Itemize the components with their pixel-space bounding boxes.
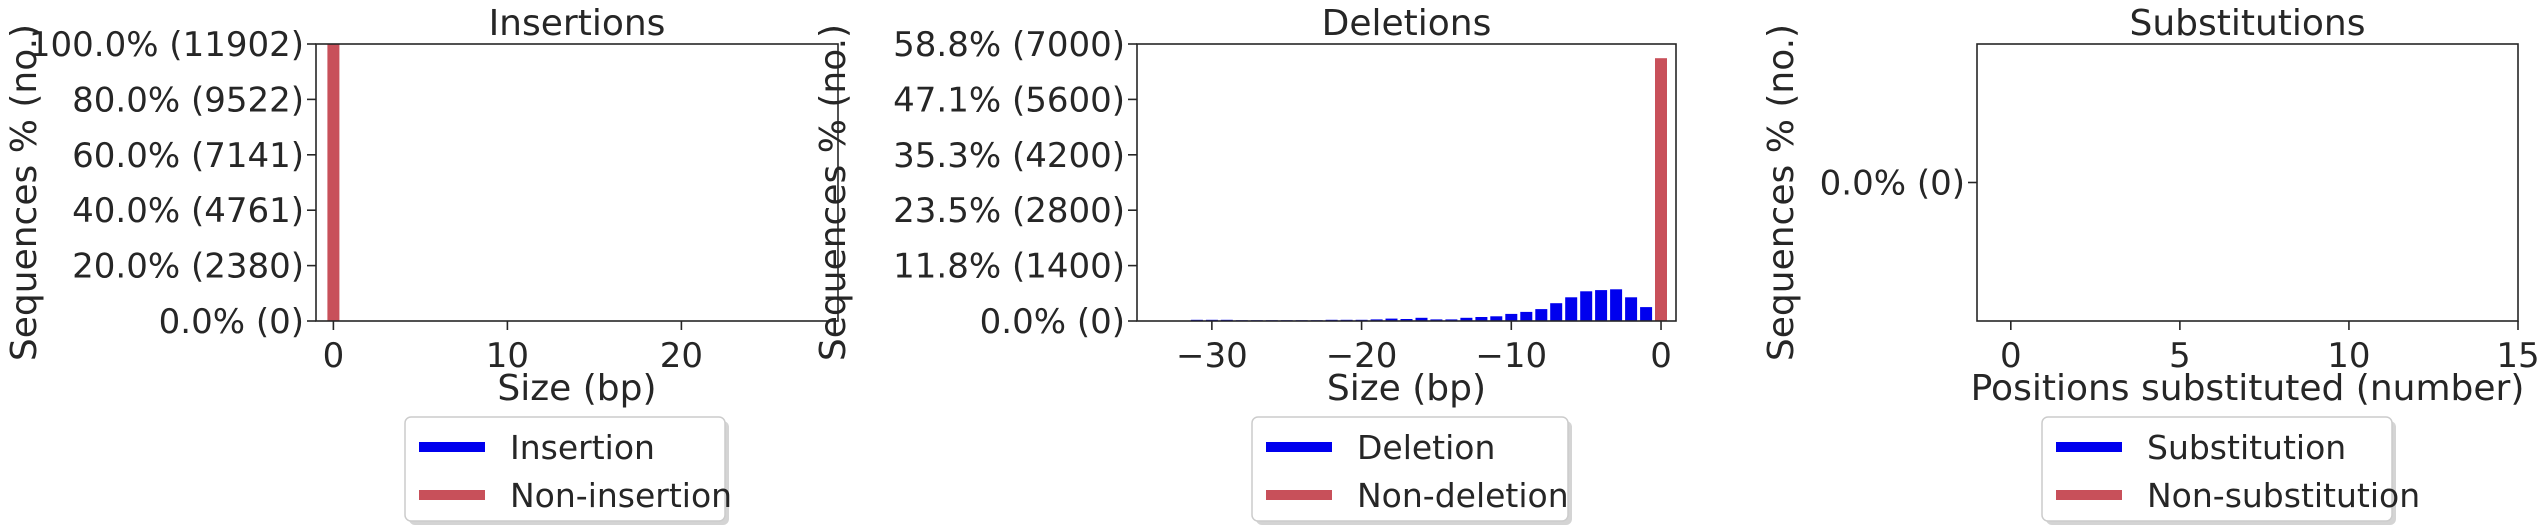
modified-bar (1640, 307, 1653, 321)
y-tick-label: 60.0% (7141) (72, 136, 304, 176)
x-tick-label: 15 (2496, 336, 2539, 376)
unmodified-bar (327, 44, 340, 321)
y-tick-label: 100.0% (11902) (29, 25, 304, 65)
y-tick-label: 58.8% (7000) (893, 25, 1125, 65)
x-tick-label: 10 (486, 336, 529, 376)
modified-bar (1520, 311, 1533, 321)
x-tick-label: −30 (1176, 336, 1248, 376)
modified-bar (1580, 291, 1593, 321)
legend-label: Non-substitution (2147, 476, 2420, 515)
y-tick-label: 0.0% (0) (159, 302, 304, 342)
chart-title: Insertions (489, 3, 666, 44)
y-tick-label: 0.0% (0) (980, 302, 1125, 342)
modified-bar (1610, 289, 1623, 321)
modified-bar (1385, 318, 1398, 321)
legend-label: Deletion (1357, 428, 1495, 467)
y-tick-label: 20.0% (2380) (72, 247, 304, 287)
y-tick-label: 0.0% (0) (1820, 164, 1965, 204)
chart-title: Substitutions (2129, 3, 2365, 44)
y-tick-label: 11.8% (1400) (893, 247, 1125, 287)
y-axis-label: Sequences % (no.) (4, 24, 45, 361)
modified-bar (1595, 290, 1608, 321)
x-axis-label: Size (bp) (497, 368, 656, 409)
y-tick-label: 23.5% (2800) (893, 191, 1125, 231)
modified-bar (1475, 317, 1488, 321)
y-tick-label: 47.1% (5600) (893, 80, 1125, 120)
x-tick-label: 0 (2000, 336, 2022, 376)
x-tick-label: 0 (1650, 336, 1672, 376)
x-tick-label: −20 (1326, 336, 1398, 376)
y-tick-label: 80.0% (9522) (72, 80, 304, 120)
y-tick-label: 40.0% (4761) (72, 191, 304, 231)
x-axis-label: Size (bp) (1327, 368, 1486, 409)
plot-frame (315, 43, 839, 322)
x-tick-label: 5 (2169, 336, 2191, 376)
modified-bar (1460, 317, 1473, 321)
x-tick-label: 0 (323, 336, 345, 376)
modified-bar (1415, 317, 1428, 321)
legend-label: Substitution (2147, 428, 2346, 467)
modified-bar (1550, 303, 1563, 321)
modified-bar (1535, 309, 1548, 321)
modified-bar (1625, 297, 1638, 321)
x-tick-label: 20 (660, 336, 703, 376)
x-tick-label: 10 (2327, 336, 2370, 376)
plot-frame (1136, 43, 1677, 322)
y-tick-label: 35.3% (4200) (893, 136, 1125, 176)
modified-bar (1400, 319, 1413, 321)
y-axis-label: Sequences % (no.) (813, 24, 854, 361)
x-tick-label: −10 (1475, 336, 1547, 376)
plot-frame (1976, 43, 2519, 322)
legend-box (2041, 416, 2393, 522)
y-axis-label: Sequences % (no.) (1761, 24, 1802, 361)
chart-title: Deletions (1322, 3, 1492, 44)
unmodified-bar (1655, 58, 1667, 321)
legend-label: Non-deletion (1357, 476, 1569, 515)
modified-bar (1505, 313, 1518, 321)
legend-label: Non-insertion (510, 476, 732, 515)
x-axis-label: Positions substituted (number) (1971, 368, 2525, 409)
legend-label: Insertion (510, 428, 655, 467)
modified-bar (1490, 316, 1503, 321)
modified-bar (1565, 297, 1578, 321)
